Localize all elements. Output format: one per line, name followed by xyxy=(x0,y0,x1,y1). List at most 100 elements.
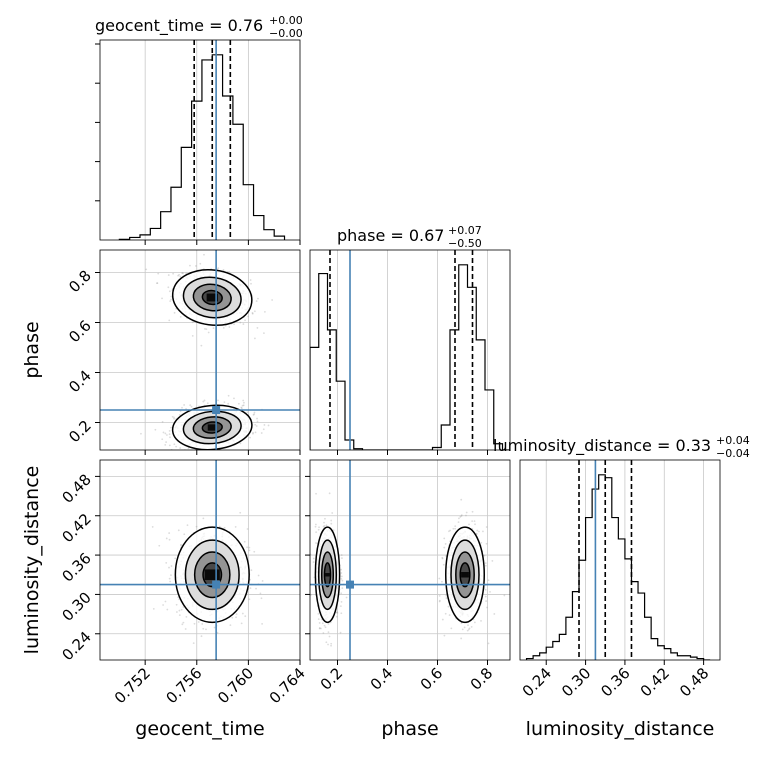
sample-point xyxy=(216,631,219,634)
sample-point xyxy=(317,528,320,531)
sample-point xyxy=(170,298,172,301)
sample-point xyxy=(465,511,468,514)
sample-point xyxy=(318,526,320,529)
sample-point xyxy=(203,253,205,256)
sample-point xyxy=(341,579,344,582)
sample-point xyxy=(312,557,315,560)
sample-point xyxy=(503,594,506,597)
sample-point xyxy=(339,605,342,608)
sample-point xyxy=(176,611,178,613)
sample-point xyxy=(242,323,245,325)
sample-point xyxy=(491,560,494,562)
sample-point xyxy=(493,613,496,615)
sample-point xyxy=(240,406,243,409)
sample-point xyxy=(158,544,161,547)
sample-point xyxy=(244,319,246,322)
sample-point xyxy=(487,579,490,582)
sample-point xyxy=(323,521,325,524)
sample-point xyxy=(206,402,209,405)
sample-point xyxy=(487,642,490,645)
histogram-geocent_time xyxy=(118,54,286,240)
sample-point xyxy=(340,612,343,615)
sample-point xyxy=(168,532,171,534)
sample-point xyxy=(254,431,257,434)
sample-point xyxy=(262,428,265,431)
x-tick-label: 0.36 xyxy=(597,664,633,700)
sample-point xyxy=(217,399,219,402)
panel-frame xyxy=(99,459,301,661)
sample-point xyxy=(175,603,178,606)
sample-point xyxy=(191,321,194,324)
sample-point xyxy=(323,624,326,627)
panel-frame xyxy=(99,39,301,241)
sample-point xyxy=(454,525,457,528)
y-ticks-phase: 0.2 0.4 0.6 0.8 xyxy=(65,267,100,446)
sample-point xyxy=(152,608,155,610)
sample-point xyxy=(318,622,321,624)
sample-point xyxy=(165,441,168,443)
sample-point xyxy=(161,297,163,300)
sample-point xyxy=(179,447,182,449)
xlabel-geocent-time: geocent_time xyxy=(135,718,264,740)
sample-point xyxy=(341,587,344,590)
panel-frame xyxy=(519,459,721,661)
sample-point xyxy=(189,404,192,407)
sample-point xyxy=(164,432,167,435)
sample-point xyxy=(441,556,444,559)
sample-point xyxy=(168,433,171,436)
sample-point xyxy=(310,593,312,596)
truth-marker xyxy=(346,580,354,589)
sample-point xyxy=(184,628,187,630)
sample-point xyxy=(181,406,183,409)
sample-point xyxy=(180,543,182,546)
sample-point xyxy=(202,627,205,630)
x-ticks-geocent_time: 0.752 0.756 0.760 0.764 xyxy=(111,660,309,707)
hist-panel-geocent_time xyxy=(118,40,286,240)
sample-point xyxy=(200,635,203,638)
sample-point xyxy=(195,265,197,267)
ylabel-luminosity-distance: luminosity_distance xyxy=(21,466,43,655)
sample-point xyxy=(171,415,174,418)
sample-point xyxy=(189,264,191,267)
sample-point xyxy=(325,641,328,644)
title-geocent-time-minus: −0.00 xyxy=(269,27,303,40)
sample-point xyxy=(228,270,231,273)
sample-point xyxy=(182,272,184,275)
sample-point xyxy=(335,611,338,614)
sample-point xyxy=(203,399,206,402)
x-tick-label: 0.756 xyxy=(163,664,206,707)
sample-point xyxy=(180,544,183,547)
xlabel-phase: phase xyxy=(381,718,438,740)
ylabel-phase: phase xyxy=(21,321,43,378)
sample-point xyxy=(256,327,259,329)
truth-marker xyxy=(212,406,221,414)
sample-point xyxy=(251,312,254,314)
sample-point xyxy=(340,568,343,571)
sample-point xyxy=(145,268,148,271)
sample-point xyxy=(242,399,245,402)
sample-point xyxy=(257,574,260,577)
sample-point xyxy=(341,557,343,560)
hist-y-ticks xyxy=(95,43,100,202)
title-luminosity-distance: luminosity_distance = 0.33 xyxy=(493,436,711,456)
sample-point xyxy=(154,428,157,431)
y-tick-label: 0.8 xyxy=(65,267,95,297)
x-tick-label: 0.2 xyxy=(317,664,347,694)
sample-point xyxy=(250,569,253,572)
sample-point xyxy=(260,432,263,434)
sample-point xyxy=(445,597,448,599)
sample-point xyxy=(193,622,196,625)
sample-point xyxy=(221,452,223,454)
sample-point xyxy=(438,600,441,603)
sample-point xyxy=(260,597,263,600)
sample-point xyxy=(471,510,474,513)
x-ticks-phase xyxy=(337,450,488,455)
sample-point xyxy=(330,644,332,647)
sample-point xyxy=(482,530,484,533)
sample-point xyxy=(173,443,176,446)
sample-point xyxy=(441,580,443,583)
density-peak xyxy=(325,573,330,577)
y-tick-label: 0.30 xyxy=(58,589,94,625)
sample-point xyxy=(315,531,318,534)
panel-frame xyxy=(99,249,301,451)
